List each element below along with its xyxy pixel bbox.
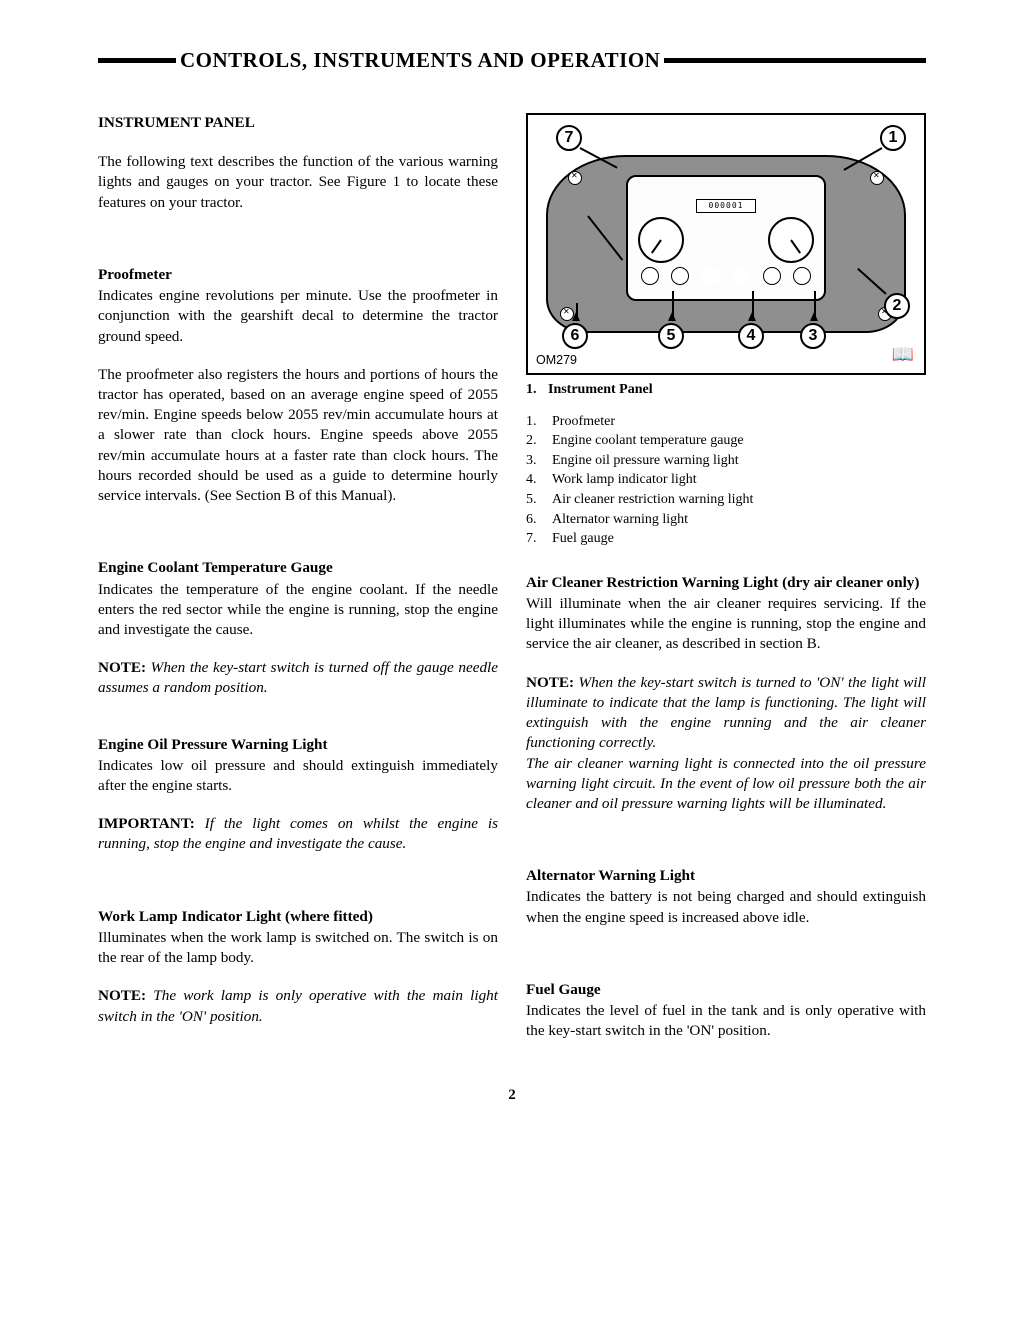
- legend-num: 1.: [526, 412, 552, 432]
- aircleaner-text: Will illuminate when the air cleaner req…: [526, 594, 926, 655]
- indicator-blank: [732, 267, 750, 285]
- aircleaner-note1: NOTE: When the key-start switch is turne…: [526, 673, 926, 754]
- legend-text: Engine coolant temperature gauge: [552, 431, 744, 451]
- legend-num: 2.: [526, 431, 552, 451]
- callout-7: 7: [556, 125, 582, 151]
- alternator-heading: Alternator Warning Light: [526, 866, 926, 886]
- callout-5: 5: [658, 323, 684, 349]
- page-number: 2: [98, 1087, 926, 1104]
- indicator-icon: [671, 267, 689, 285]
- legend-row: 6.Alternator warning light: [526, 510, 926, 530]
- note-label: NOTE:: [98, 659, 146, 676]
- coolant-note: NOTE: When the key-start switch is turne…: [98, 658, 498, 698]
- legend-num: 4.: [526, 470, 552, 490]
- panel-body: 000001: [546, 155, 906, 333]
- callout-2: 2: [884, 293, 910, 319]
- indicator-icon: [641, 267, 659, 285]
- content-columns: INSTRUMENT PANEL The following text desc…: [98, 113, 926, 1059]
- leader: [672, 291, 674, 321]
- header-title: CONTROLS, INSTRUMENTS AND OPERATION: [176, 48, 664, 73]
- worklamp-heading: Work Lamp Indicator Light (where fitted): [98, 907, 498, 927]
- callout-3: 3: [800, 323, 826, 349]
- fuelgauge-heading: Fuel Gauge: [526, 980, 926, 1000]
- legend-num: 5.: [526, 490, 552, 510]
- proofmeter-p1: Indicates engine revolutions per minute.…: [98, 286, 498, 347]
- coolant-note-text: When the key-start switch is turned off …: [98, 659, 498, 696]
- rule-right: [664, 58, 926, 63]
- legend-text: Fuel gauge: [552, 529, 614, 549]
- callout-4: 4: [738, 323, 764, 349]
- worklamp-note: NOTE: The work lamp is only operative wi…: [98, 986, 498, 1026]
- legend-text: Engine oil pressure warning light: [552, 451, 739, 471]
- legend-num: 7.: [526, 529, 552, 549]
- oil-heading: Engine Oil Pressure Warning Light: [98, 735, 498, 755]
- legend-row: 1.Proofmeter: [526, 412, 926, 432]
- legend-row: 4.Work lamp indicator light: [526, 470, 926, 490]
- legend-text: Alternator warning light: [552, 510, 688, 530]
- callout-1: 1: [880, 125, 906, 151]
- alternator-text: Indicates the battery is not being charg…: [526, 887, 926, 927]
- proofmeter-heading: Proofmeter: [98, 265, 498, 285]
- left-column: INSTRUMENT PANEL The following text desc…: [98, 113, 498, 1059]
- legend-text: Work lamp indicator light: [552, 470, 697, 490]
- instrument-panel-heading: INSTRUMENT PANEL: [98, 113, 498, 133]
- figure-title: 1.Instrument Panel: [526, 381, 926, 400]
- legend-text: Air cleaner restriction warning light: [552, 490, 753, 510]
- legend-row: 3.Engine oil pressure warning light: [526, 451, 926, 471]
- figure-title-text: Instrument Panel: [548, 382, 653, 397]
- gauge-left-icon: [638, 217, 684, 263]
- legend-text: Proofmeter: [552, 412, 615, 432]
- gauge-right-icon: [768, 217, 814, 263]
- right-column: 000001 7 1 2 6: [526, 113, 926, 1059]
- coolant-text: Indicates the temperature of the engine …: [98, 580, 498, 641]
- bolt-icon: [568, 171, 582, 185]
- legend-row: 5.Air cleaner restriction warning light: [526, 490, 926, 510]
- legend-num: 3.: [526, 451, 552, 471]
- figure-number: 1.: [526, 381, 548, 400]
- inner-screen: 000001: [626, 175, 826, 301]
- aircleaner-note2: The air cleaner warning light is connect…: [526, 754, 926, 815]
- leader: [814, 291, 816, 321]
- aircleaner-note1-text: When the key-start switch is turned to '…: [526, 674, 926, 752]
- callout-6: 6: [562, 323, 588, 349]
- indicator-blank: [702, 267, 720, 285]
- fuelgauge-text: Indicates the level of fuel in the tank …: [526, 1001, 926, 1041]
- leader: [576, 303, 578, 321]
- legend-num: 6.: [526, 510, 552, 530]
- oil-text: Indicates low oil pressure and should ex…: [98, 756, 498, 796]
- bolt-icon: [870, 171, 884, 185]
- worklamp-text: Illuminates when the work lamp is switch…: [98, 928, 498, 968]
- aircleaner-heading: Air Cleaner Restriction Warning Light (d…: [526, 573, 926, 593]
- odometer: 000001: [696, 199, 756, 213]
- proofmeter-p2: The proofmeter also registers the hours …: [98, 365, 498, 507]
- note-label: NOTE:: [526, 674, 574, 691]
- indicator-icon: [793, 267, 811, 285]
- legend-row: 2.Engine coolant temperature gauge: [526, 431, 926, 451]
- indicator-row: [628, 265, 824, 287]
- figure-legend: 1.Proofmeter 2.Engine coolant temperatur…: [526, 412, 926, 549]
- instrument-panel-figure: 000001 7 1 2 6: [526, 113, 926, 375]
- worklamp-note-text: The work lamp is only operative with the…: [98, 987, 498, 1024]
- indicator-icon: [763, 267, 781, 285]
- oil-important: IMPORTANT: If the light comes on whilst …: [98, 814, 498, 854]
- rule-left: [98, 58, 176, 63]
- coolant-heading: Engine Coolant Temperature Gauge: [98, 558, 498, 578]
- manual-icon: 📖: [892, 343, 914, 367]
- important-label: IMPORTANT:: [98, 815, 195, 832]
- section-header: CONTROLS, INSTRUMENTS AND OPERATION: [98, 48, 926, 73]
- instrument-panel-text: The following text describes the functio…: [98, 152, 498, 213]
- leader: [752, 291, 754, 321]
- note-label: NOTE:: [98, 987, 146, 1004]
- figure-code: OM279: [536, 352, 577, 369]
- legend-row: 7.Fuel gauge: [526, 529, 926, 549]
